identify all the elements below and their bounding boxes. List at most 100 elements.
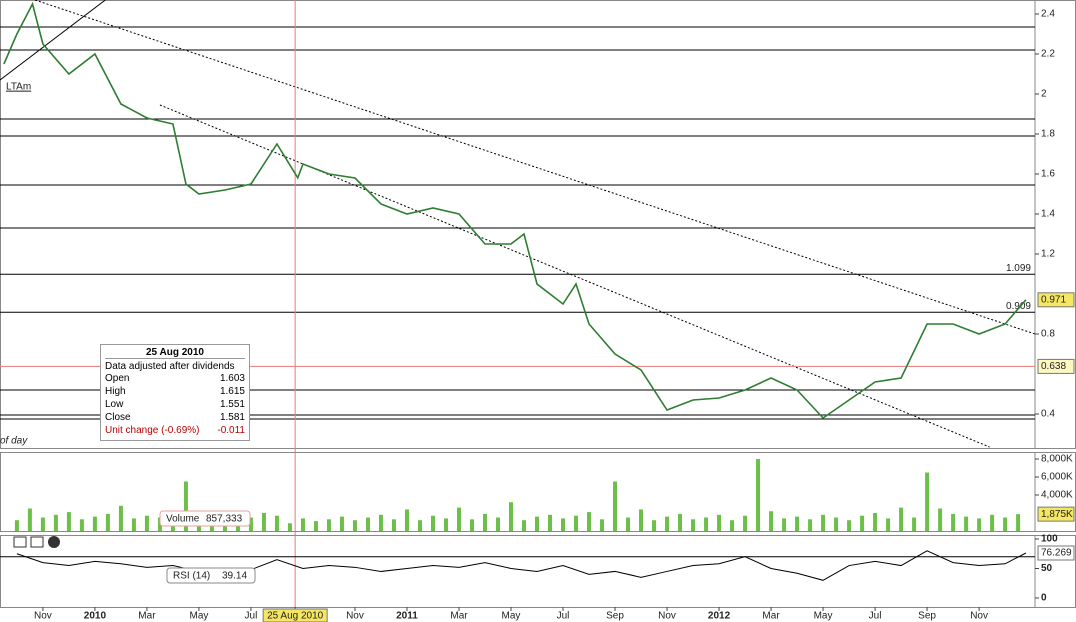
y-tick-label: 2 [1041, 89, 1047, 100]
volume-bar [92, 516, 97, 531]
volume-bar [183, 481, 188, 531]
volume-bar [678, 513, 683, 531]
y-tick-label: 6,000K [1041, 472, 1073, 483]
value-marker-label: 76.269 [1041, 548, 1072, 559]
level-label: 1.099 [1006, 263, 1031, 274]
volume-bar [53, 514, 58, 531]
volume-bar [535, 516, 540, 531]
volume-bar [326, 519, 331, 531]
volume-bar [144, 515, 149, 531]
tooltip-change: Unit change (-0.69%) -0.011 [105, 424, 245, 437]
y-tick-label: 100 [1041, 534, 1058, 545]
volume-bar [522, 520, 527, 531]
volume-bar [795, 516, 800, 531]
volume-bar [938, 508, 943, 531]
legend-box [159, 510, 251, 527]
volume-bar [665, 516, 670, 531]
y-tick-label: 0.8 [1041, 329, 1055, 340]
x-tick-label: Nov [34, 611, 52, 622]
volume-bar [873, 513, 878, 531]
close-icon[interactable] [48, 536, 60, 548]
row-value: 1.603 [219, 373, 245, 384]
volume-bar [378, 514, 383, 531]
trend-line [0, 0, 106, 81]
x-tick-label: Sep [918, 611, 936, 622]
value-marker [1037, 506, 1075, 522]
volume-bar [1016, 514, 1021, 531]
legend-value: 39.14 [222, 571, 247, 582]
x-tick-label: Jul [557, 611, 570, 622]
window-icon[interactable] [30, 536, 44, 548]
tooltip-row: High 1.615 [105, 385, 245, 398]
y-tick-label: 0.4 [1041, 409, 1055, 420]
y-tick-label: 8,000K [1041, 454, 1073, 465]
x-tick-label: Sep [606, 611, 624, 622]
volume-bar [639, 509, 644, 531]
tooltip-row: Low 1.551 [105, 398, 245, 411]
value-marker [1037, 358, 1075, 374]
volume-bar [417, 520, 422, 531]
x-tick-label: May [502, 611, 521, 622]
volume-bar [391, 519, 396, 531]
row-value: 1.551 [219, 399, 245, 410]
volume-bar [691, 519, 696, 531]
x-tick-label: Jul [869, 611, 882, 622]
value-marker [1037, 292, 1075, 308]
y-tick-label: 2.2 [1041, 49, 1055, 60]
tooltip: 25 Aug 2010 Data adjusted after dividend… [100, 344, 250, 441]
x-tick-label: Mar [450, 611, 468, 622]
volume-bar [964, 516, 969, 531]
volume-bar [652, 520, 657, 531]
volume-bar [404, 509, 409, 531]
volume-bar [782, 518, 787, 531]
x-tick-label: Mar [762, 611, 780, 622]
toolbar [13, 536, 60, 548]
volume-bar [847, 520, 852, 531]
value-marker [1037, 545, 1075, 561]
row-label: High [105, 386, 126, 397]
x-tick-label: 2012 [708, 611, 731, 622]
volume-bar [756, 459, 761, 531]
volume-bar [886, 518, 891, 531]
volume-bar [743, 515, 748, 531]
x-tick-label: May [189, 611, 208, 622]
volume-bar [704, 517, 709, 531]
volume-bar [287, 523, 292, 531]
volume-bar [899, 507, 904, 531]
volume-bar [1003, 517, 1008, 531]
value-marker-label: 0.638 [1041, 361, 1066, 372]
volume-bar [990, 514, 995, 531]
volume-bar [430, 515, 435, 531]
crosshair-label-bg [262, 608, 328, 622]
x-tick-label: Jul [245, 611, 258, 622]
volume-bar [574, 515, 579, 531]
annotation: LTAm [6, 82, 31, 93]
row-label: Low [105, 399, 124, 410]
volume-bar [613, 481, 618, 531]
y-tick-label: 0 [1041, 593, 1047, 604]
volume-bar [118, 505, 123, 531]
volume-bar [912, 517, 917, 531]
y-tick-label: 1.4 [1041, 209, 1055, 220]
volume-bar [951, 513, 956, 531]
volume-bar [561, 518, 566, 531]
volume-bar [717, 514, 722, 531]
volume-bar [508, 502, 513, 531]
volume-bar [14, 520, 19, 531]
row-label: Open [105, 373, 130, 384]
x-tick-label: 25 Aug 2010 [267, 611, 324, 622]
volume-bar [587, 512, 592, 531]
legend-value: 857,333 [206, 514, 243, 525]
settings-icon[interactable] [13, 536, 27, 548]
x-tick-label: Nov [658, 611, 676, 622]
x-tick-label: May [814, 611, 833, 622]
row-value: 1.615 [219, 386, 245, 397]
volume-bar [248, 517, 253, 531]
volume-bar [495, 517, 500, 531]
volume-bar [443, 518, 448, 531]
x-tick-label: 2010 [84, 611, 107, 622]
y-tick-label: 1.8 [1041, 129, 1055, 140]
legend-name: Volume [166, 514, 200, 525]
